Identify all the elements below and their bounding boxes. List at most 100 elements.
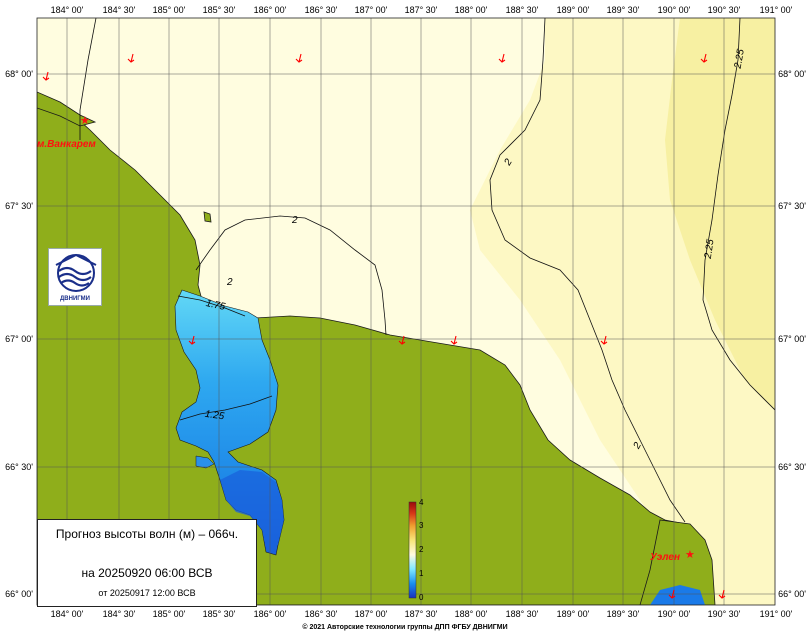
lon-label: 189° 30': [607, 609, 640, 619]
map-frame: [36, 17, 776, 606]
arrow-icon: [127, 53, 135, 63]
arrow-icon: [188, 335, 196, 345]
arrow-icon: [600, 335, 608, 345]
forecast-issued-time: от 20250917 12:00 ВСВ: [98, 588, 196, 598]
lon-label: 186° 00': [254, 5, 287, 15]
contour-label: 2.25: [703, 238, 717, 260]
color-bar-label: 3: [419, 521, 424, 530]
contour-label: 2: [502, 157, 515, 169]
forecast-title: Прогноз высоты волн (м) – 066ч.: [55, 527, 239, 541]
lon-label: 190° 30': [708, 5, 741, 15]
lon-label: 185° 00': [153, 5, 186, 15]
station-star-icon: ★: [80, 114, 90, 127]
lat-label: 66° 00': [778, 589, 806, 599]
contour-label: 2: [291, 215, 298, 226]
wave-zone-2-25-band: [665, 18, 775, 410]
lon-label: 185° 30': [203, 5, 236, 15]
lat-label: 66° 30': [778, 462, 806, 472]
lon-label: 191° 00': [760, 609, 793, 619]
arrow-icon: [700, 53, 708, 63]
arrow-icon: [295, 53, 303, 63]
lon-label: 184° 30': [103, 609, 136, 619]
place-label-uelen: Уэлен: [650, 552, 680, 563]
lon-label: 186° 30': [305, 5, 338, 15]
lat-labels-left: 68° 00' 67° 30' 67° 00' 66° 30' 66° 00': [5, 69, 33, 599]
strait-water: [650, 585, 705, 605]
lon-label: 184° 00': [51, 5, 84, 15]
contour-1-25-line: [179, 395, 273, 421]
lat-label: 67° 30': [778, 201, 806, 211]
arrow-icon: [450, 335, 458, 345]
arrow-icon: [42, 71, 50, 81]
lat-label: 68° 00': [778, 69, 806, 79]
lon-label: 189° 30': [607, 5, 640, 15]
lon-label: 185° 30': [203, 609, 236, 619]
lon-label: 186° 30': [305, 609, 338, 619]
lat-label: 67° 00': [5, 334, 33, 344]
contour-label: 1.75: [205, 298, 227, 313]
lon-label: 185° 00': [153, 609, 186, 619]
contour-label: 2.25: [732, 48, 746, 70]
lon-label: 184° 30': [103, 5, 136, 15]
lat-label: 66° 00': [5, 589, 33, 599]
arrow-icon: [668, 589, 676, 599]
contour-label: 2: [226, 277, 233, 288]
lon-labels-bottom: 184° 00' 184° 30' 185° 00' 185° 30' 186°…: [51, 609, 793, 619]
lon-label: 191° 00': [760, 5, 793, 15]
lon-label: 187° 00': [355, 609, 388, 619]
arrow-icon: [398, 335, 406, 345]
color-bar-label: 0: [419, 593, 424, 602]
forecast-info-box: Прогноз высоты волн (м) – 066ч. на 20250…: [37, 519, 257, 607]
contour-label: 2: [631, 440, 644, 451]
station-star-icon: ★: [685, 548, 695, 561]
lat-label: 66° 30': [5, 462, 33, 472]
contour-2-25-line: [702, 18, 775, 411]
lon-label: 184° 00': [51, 609, 84, 619]
lat-label: 67° 00': [778, 334, 806, 344]
contour-1-75-line: [177, 295, 246, 317]
place-label-vankarem: м.Ванкарем: [37, 139, 96, 150]
lagoon-deep-water: [220, 470, 284, 550]
lat-labels-right: 68° 00' 67° 30' 67° 00' 66° 30' 66° 00': [778, 69, 806, 599]
lon-label: 187° 30': [405, 609, 438, 619]
lon-label: 187° 30': [405, 5, 438, 15]
lon-label: 187° 00': [355, 5, 388, 15]
lat-label: 67° 30': [5, 201, 33, 211]
small-bay-water: [195, 455, 215, 469]
lon-label: 190° 30': [708, 609, 741, 619]
contour-label: 1.25: [204, 409, 225, 423]
lon-label: 190° 00': [658, 609, 691, 619]
color-bar: 4 3 2 1 0: [408, 498, 424, 602]
lon-label: 188° 30': [506, 5, 539, 15]
lon-label: 190° 00': [658, 5, 691, 15]
arrow-icon: [718, 589, 726, 599]
land-island: [203, 211, 212, 223]
lat-label: 68° 00': [5, 69, 33, 79]
wave-globe-logo-icon: [55, 253, 97, 292]
color-bar-gradient: [408, 501, 417, 599]
contour-2-west-line: [79, 18, 97, 140]
lon-label: 188° 30': [506, 609, 539, 619]
forecast-valid-time: на 20250920 06:00 ВСВ: [81, 566, 213, 580]
contour-2-bay-line: [195, 215, 387, 336]
logo-text: ДВНИГМИ: [60, 296, 90, 302]
color-bar-label: 4: [419, 498, 424, 507]
lon-label: 189° 00': [557, 609, 590, 619]
color-bar-label: 2: [419, 545, 424, 554]
lon-labels-top: 184° 00' 184° 30' 185° 00' 185° 30' 186°…: [51, 5, 793, 15]
contour-labels: 2.25 2.25 2 2 2 2 1.75 1.25: [204, 48, 747, 452]
dvnigmi-logo: ДВНИГМИ: [48, 248, 102, 306]
lon-label: 186° 00': [254, 609, 287, 619]
copyright-text: © 2021 Авторские технологии группы ДПП Ф…: [302, 623, 507, 631]
lon-label: 188° 00': [455, 609, 488, 619]
contour-2-east-line: [489, 18, 686, 523]
land-cape-vankarem: [37, 91, 97, 127]
lon-label: 188° 00': [455, 5, 488, 15]
wave-contours: [79, 18, 775, 523]
arrow-icon: [498, 53, 506, 63]
lon-label: 189° 00': [557, 5, 590, 15]
land-cape-uelen: [639, 519, 716, 605]
color-bar-label: 1: [419, 569, 424, 578]
wave-direction-arrows: [42, 53, 726, 599]
